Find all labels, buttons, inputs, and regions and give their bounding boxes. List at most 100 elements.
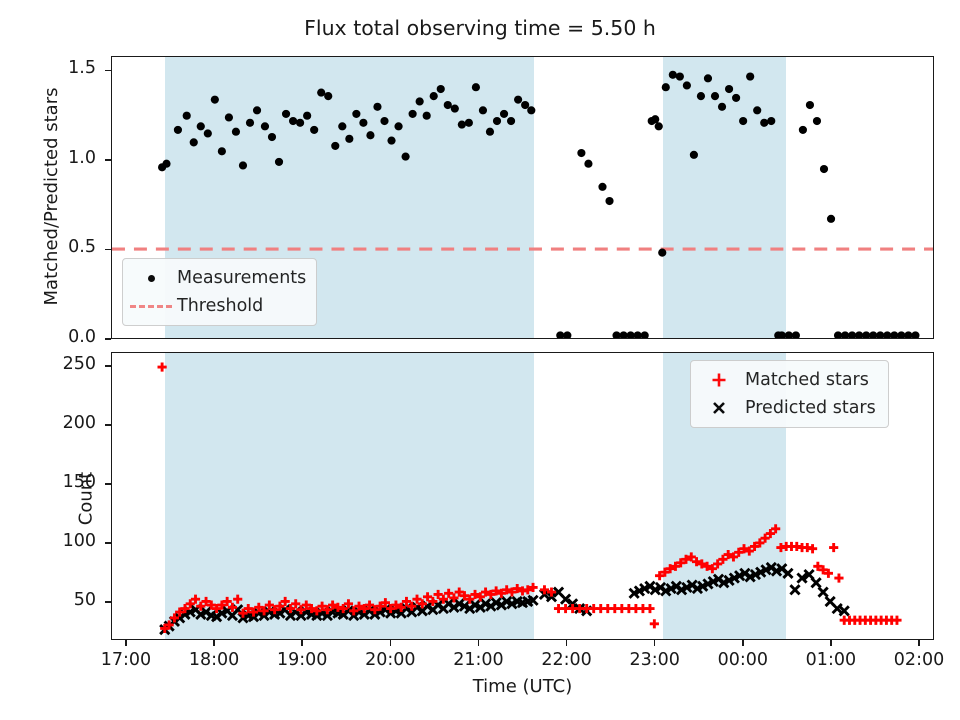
data-point [869,331,878,338]
data-point [702,561,712,571]
y-axis-tick-mark [105,338,111,340]
data-point [380,598,390,608]
x-axis-tick-label: 00:00 [717,650,768,670]
data-point [328,600,338,610]
data-point [897,331,906,338]
data-point [681,554,691,564]
data-point [813,561,823,571]
data-point [855,331,864,338]
data-point [373,102,382,111]
x-axis-label: Time (UTC) [472,676,573,697]
data-point [275,601,285,611]
data-point [449,593,459,603]
data-point [598,182,607,191]
data-point [545,591,558,603]
data-point [689,150,698,159]
x-axis-tick-label: 02:00 [893,650,945,670]
data-point [454,587,464,597]
data-point [626,331,635,338]
legend-item-predicted-stars: Predicted stars [693,394,876,422]
y-axis-tick-label: 250 [62,354,96,375]
chart-title: Flux total observing time = 5.50 h [304,16,656,40]
data-point [703,74,713,83]
data-point [359,118,368,127]
data-point [499,109,509,118]
data-point [563,331,572,338]
data-point [464,118,473,127]
data-point [288,116,298,126]
x-axis-tick-label: 23:00 [629,650,680,670]
data-point [438,594,448,604]
y-axis-tick-mark [105,365,111,367]
data-point [710,92,720,101]
data-point [697,559,707,569]
data-point [417,599,427,609]
data-point [248,607,259,617]
data-point [744,546,754,556]
ratio-scatter-canvas [112,70,933,338]
x-axis-tick-mark [389,640,392,646]
data-point [210,95,219,104]
data-point [862,331,871,338]
data-point [696,92,706,101]
data-point [415,97,424,106]
data-point [203,129,212,138]
data-point [876,331,885,338]
y-axis-tick-mark [105,159,111,161]
data-point [303,111,312,120]
data-point [514,95,523,104]
data-point [649,619,659,629]
data-point [753,106,762,115]
data-point [724,84,734,94]
data-point [259,606,269,616]
data-point [818,565,828,575]
data-point [254,602,264,612]
data-point [739,544,749,554]
predicted-star-points [159,561,850,636]
data-point [444,588,454,598]
x-axis-tick-label: 01:00 [805,650,857,670]
data-point [233,594,243,604]
x-axis-tick-mark [125,640,127,646]
data-point [324,92,333,101]
data-point [521,100,530,110]
data-point [224,113,233,122]
data-point [810,577,822,589]
count-panel-legend: Matched stars Predicted stars [690,360,889,428]
data-point [892,615,902,625]
count-panel-axes [111,352,934,640]
data-point [848,331,857,338]
data-point [523,585,533,595]
data-point [492,116,502,126]
data-point [162,159,171,168]
data-point [364,600,375,610]
data-point [196,122,205,131]
data-point [291,599,301,609]
x-axis-tick-label: 19:00 [276,650,328,670]
data-point [911,331,920,338]
data-point [633,331,642,338]
data-point [386,603,396,614]
data-point [196,601,206,611]
data-point [471,83,481,92]
data-point [206,600,216,610]
data-point [605,196,614,206]
x-axis-tick-mark [477,640,480,646]
data-point [755,538,765,548]
data-point [280,596,290,607]
data-point [717,102,727,111]
x-axis-tick-mark [830,640,832,646]
data-point [890,331,899,338]
data-point [375,601,385,611]
data-point [359,603,369,614]
data-point [796,572,808,584]
data-point [478,106,488,115]
data-point [817,586,829,598]
data-point [486,589,496,600]
data-point [343,599,354,609]
data-point [834,573,844,583]
data-point [654,122,663,131]
y-axis-tick-mark [105,424,111,426]
data-point [507,587,517,597]
data-point [823,568,833,578]
